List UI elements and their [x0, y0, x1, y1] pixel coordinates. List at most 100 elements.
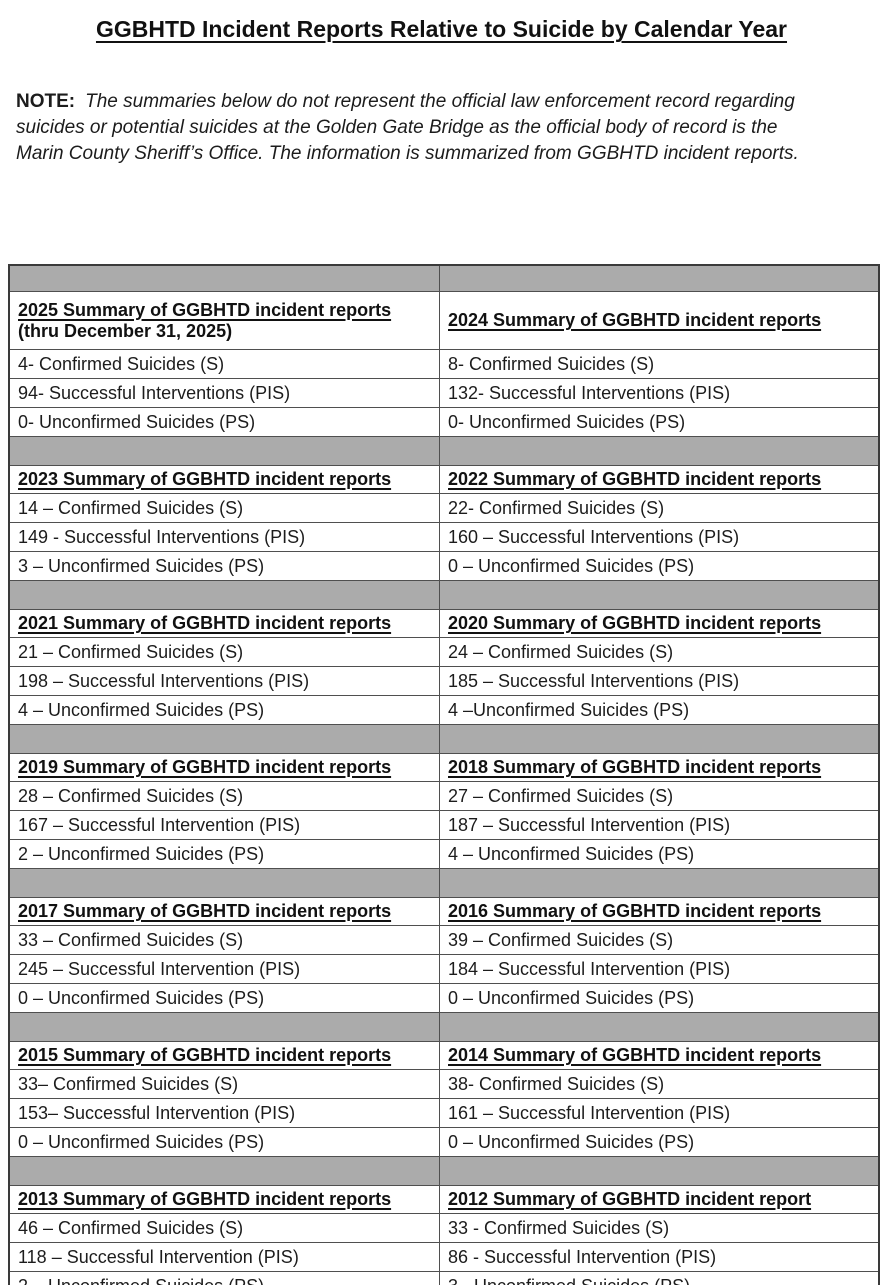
year-header-row: 2023 Summary of GGBHTD incident reports … [8, 465, 880, 494]
separator-cell [8, 436, 440, 466]
year-header-label: 2018 Summary of GGBHTD incident reports [448, 757, 822, 777]
year-header-cell-2018: 2018 Summary of GGBHTD incident reports [439, 753, 880, 782]
note-text: suicides or potential suicides at the Go… [16, 117, 778, 138]
year-header-cell-2020: 2020 Summary of GGBHTD incident reports [439, 609, 880, 638]
summary-cell: 132- Successful Interventions (PIS) [439, 378, 880, 408]
year-header-row: 2025 Summary of GGBHTD incident reports … [8, 291, 880, 350]
table-row: 2 – Unconfirmed Suicides (PS) 4 – Unconf… [8, 839, 880, 869]
table-row: 3 – Unconfirmed Suicides (PS) 0 – Unconf… [8, 551, 880, 581]
summary-cell: 184 – Successful Intervention (PIS) [439, 954, 880, 984]
table-row: 0 – Unconfirmed Suicides (PS) 0 – Unconf… [8, 1127, 880, 1157]
summary-cell: 4 – Unconfirmed Suicides (PS) [8, 695, 440, 725]
table-row: 167 – Successful Intervention (PIS) 187 … [8, 810, 880, 840]
year-header-label: 2023 Summary of GGBHTD incident reports [18, 469, 392, 489]
year-header-cell-2023: 2023 Summary of GGBHTD incident reports [8, 465, 440, 494]
separator-cell [439, 1156, 880, 1186]
summary-cell: 86 - Successful Intervention (PIS) [439, 1242, 880, 1272]
page-title: GGBHTD Incident Reports Relative to Suic… [95, 16, 788, 42]
summary-cell: 4- Confirmed Suicides (S) [8, 349, 440, 379]
year-header-label: 2012 Summary of GGBHTD incident report [448, 1189, 812, 1209]
separator-cell [8, 580, 440, 610]
table-row: 94- Successful Interventions (PIS) 132- … [8, 378, 880, 408]
separator-cell [8, 264, 440, 292]
summary-cell: 0 – Unconfirmed Suicides (PS) [439, 983, 880, 1013]
summary-cell: 0 – Unconfirmed Suicides (PS) [439, 551, 880, 581]
summary-cell: 39 – Confirmed Suicides (S) [439, 925, 880, 955]
summary-cell: 245 – Successful Intervention (PIS) [8, 954, 440, 984]
year-header-cell-2013: 2013 Summary of GGBHTD incident reports [8, 1185, 440, 1214]
year-header-cell-2025: 2025 Summary of GGBHTD incident reports … [8, 291, 440, 350]
year-header-label: 2015 Summary of GGBHTD incident reports [18, 1045, 392, 1065]
note-text: The summaries below do not represent the… [85, 91, 795, 112]
summary-cell: 0- Unconfirmed Suicides (PS) [8, 407, 440, 437]
summary-cell: 160 – Successful Interventions (PIS) [439, 522, 880, 552]
summary-cell: 38- Confirmed Suicides (S) [439, 1069, 880, 1099]
summary-cell: 0 – Unconfirmed Suicides (PS) [8, 983, 440, 1013]
note-line: suicides or potential suicides at the Go… [16, 115, 867, 141]
table-row: 14 – Confirmed Suicides (S) 22- Confirme… [8, 493, 880, 523]
year-header-label: 2025 Summary of GGBHTD incident reports [18, 299, 392, 320]
separator-row [8, 436, 880, 466]
incident-report-table: 2025 Summary of GGBHTD incident reports … [8, 264, 880, 1285]
separator-cell [439, 436, 880, 466]
summary-cell: 22- Confirmed Suicides (S) [439, 493, 880, 523]
separator-cell [439, 580, 880, 610]
table-row: 33– Confirmed Suicides (S) 38- Confirmed… [8, 1069, 880, 1099]
note-line: Marin County Sheriff’s Office. The infor… [16, 141, 867, 167]
table-row: 2 – Unconfirmed Suicides (PS) 3 - Unconf… [8, 1271, 880, 1285]
year-header-cell-2022: 2022 Summary of GGBHTD incident reports [439, 465, 880, 494]
year-header-cell-2024: 2024 Summary of GGBHTD incident reports [439, 291, 880, 350]
table-row: 0 – Unconfirmed Suicides (PS) 0 – Unconf… [8, 983, 880, 1013]
separator-cell [439, 264, 880, 292]
year-header-label: 2016 Summary of GGBHTD incident reports [448, 901, 822, 921]
summary-cell: 2 – Unconfirmed Suicides (PS) [8, 839, 440, 869]
summary-cell: 187 – Successful Intervention (PIS) [439, 810, 880, 840]
year-header-row: 2015 Summary of GGBHTD incident reports … [8, 1041, 880, 1070]
year-header-cell-2019: 2019 Summary of GGBHTD incident reports [8, 753, 440, 782]
year-header-row: 2021 Summary of GGBHTD incident reports … [8, 609, 880, 638]
summary-cell: 21 – Confirmed Suicides (S) [8, 637, 440, 667]
summary-cell: 27 – Confirmed Suicides (S) [439, 781, 880, 811]
year-header-row: 2019 Summary of GGBHTD incident reports … [8, 753, 880, 782]
separator-row [8, 1012, 880, 1042]
table-row: 46 – Confirmed Suicides (S) 33 - Confirm… [8, 1213, 880, 1243]
summary-cell: 149 - Successful Interventions (PIS) [8, 522, 440, 552]
summary-cell: 153– Successful Intervention (PIS) [8, 1098, 440, 1128]
table-row: 198 – Successful Interventions (PIS) 185… [8, 666, 880, 696]
separator-row [8, 264, 880, 292]
note-line: NOTE: The summaries below do not represen… [16, 89, 867, 115]
separator-cell [8, 724, 440, 754]
year-header-subtitle: (thru December 31, 2025) [18, 320, 233, 341]
table-row: 118 – Successful Intervention (PIS) 86 -… [8, 1242, 880, 1272]
summary-cell: 198 – Successful Interventions (PIS) [8, 666, 440, 696]
separator-row [8, 580, 880, 610]
summary-cell: 167 – Successful Intervention (PIS) [8, 810, 440, 840]
summary-cell: 8- Confirmed Suicides (S) [439, 349, 880, 379]
table-row: 21 – Confirmed Suicides (S) 24 – Confirm… [8, 637, 880, 667]
summary-cell: 33– Confirmed Suicides (S) [8, 1069, 440, 1099]
summary-cell: 3 - Unconfirmed Suicides (PS) [439, 1271, 880, 1285]
year-header-row: 2017 Summary of GGBHTD incident reports … [8, 897, 880, 926]
summary-cell: 185 – Successful Interventions (PIS) [439, 666, 880, 696]
year-header-cell-2021: 2021 Summary of GGBHTD incident reports [8, 609, 440, 638]
year-header-cell-2017: 2017 Summary of GGBHTD incident reports [8, 897, 440, 926]
separator-row [8, 1156, 880, 1186]
year-header-cell-2015: 2015 Summary of GGBHTD incident reports [8, 1041, 440, 1070]
table-row: 0- Unconfirmed Suicides (PS) 0- Unconfir… [8, 407, 880, 437]
summary-cell: 94- Successful Interventions (PIS) [8, 378, 440, 408]
year-header-label: 2024 Summary of GGBHTD incident reports [448, 310, 822, 330]
note-text: Marin County Sheriff’s Office. The infor… [16, 143, 799, 164]
separator-row [8, 724, 880, 754]
table-row: 153– Successful Intervention (PIS) 161 –… [8, 1098, 880, 1128]
table-row: 33 – Confirmed Suicides (S) 39 – Confirm… [8, 925, 880, 955]
year-header-label: 2019 Summary of GGBHTD incident reports [18, 757, 392, 777]
year-header: 2024 Summary of GGBHTD incident reports [448, 310, 878, 331]
year-header-label: 2020 Summary of GGBHTD incident reports [448, 613, 822, 633]
note-label: NOTE: [16, 91, 76, 112]
summary-cell: 3 – Unconfirmed Suicides (PS) [8, 551, 440, 581]
summary-cell: 33 - Confirmed Suicides (S) [439, 1213, 880, 1243]
table-row: 4 – Unconfirmed Suicides (PS) 4 –Unconfi… [8, 695, 880, 725]
summary-cell: 33 – Confirmed Suicides (S) [8, 925, 440, 955]
separator-cell [8, 1156, 440, 1186]
summary-cell: 0- Unconfirmed Suicides (PS) [439, 407, 880, 437]
